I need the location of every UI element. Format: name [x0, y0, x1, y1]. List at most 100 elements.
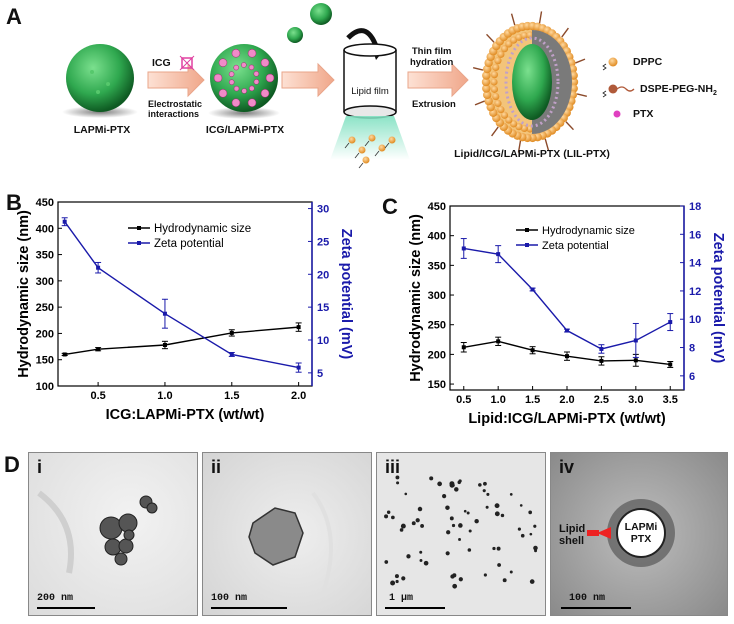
y2-tick-label: 30 [317, 204, 329, 216]
tem-iv-particle [587, 499, 675, 567]
legend-label: Zeta potential [154, 238, 224, 250]
lipid-tail [374, 150, 380, 157]
zeta-point [62, 219, 67, 224]
icg-dot [233, 64, 239, 71]
zeta-point [668, 320, 673, 325]
tem-scale-label-ii: 100 nm [211, 593, 248, 604]
tem-iii-particles [384, 475, 538, 589]
tem-particle [395, 579, 399, 584]
legend-ptx-icon [613, 110, 621, 118]
zeta-point [633, 338, 638, 343]
tem-particle [517, 527, 521, 531]
tem-particle [483, 573, 487, 577]
peg-chain [575, 58, 586, 64]
tem-particle [445, 551, 450, 556]
zeta-point [96, 265, 101, 270]
tem-particle [494, 511, 500, 517]
dppc-bead [494, 57, 502, 65]
y2-tick-label: 20 [317, 269, 329, 281]
dppc-bead [490, 71, 499, 79]
lipid-molecule [358, 146, 366, 154]
zeta-point [162, 311, 167, 316]
tem-particle [390, 580, 396, 586]
dppc-bead [515, 33, 523, 41]
dppc-bead [494, 99, 502, 107]
icg-dot [247, 49, 257, 58]
dppc-bead [505, 116, 513, 124]
tem-particle [519, 504, 523, 507]
tem-particle [449, 481, 455, 487]
tem-particle [437, 481, 442, 487]
zeta-point [229, 352, 234, 357]
legend-label: Hydrodynamic size [542, 225, 635, 237]
icg-dot [241, 62, 247, 68]
dppc-bead [497, 106, 505, 114]
x-axis-label: Lipid:ICG/LAPMi-PTX (wt/wt) [468, 411, 666, 427]
peg-chain [472, 67, 484, 71]
y-tick-label: 250 [428, 320, 446, 332]
lipid-molecule [388, 136, 396, 144]
icg-dot [228, 71, 235, 77]
lipid-molecule [368, 134, 376, 142]
icg-label: ICG [152, 57, 171, 69]
tem-particle [528, 510, 533, 515]
peg-chain [565, 121, 574, 131]
tem-scale-bar-ii [211, 607, 287, 609]
icg-dot [231, 49, 241, 58]
tem-particle [415, 518, 420, 523]
tem-roman-iii: iii [385, 457, 401, 477]
lipid-molecule [348, 136, 356, 144]
y-tick-label: 100 [36, 381, 54, 393]
x-tick-label: 0.5 [90, 390, 105, 402]
tem-particle [454, 487, 459, 492]
peg-chain [544, 138, 550, 151]
legend-label: Zeta potential [542, 240, 609, 252]
size-point [599, 358, 604, 363]
y-tick-label: 200 [428, 349, 446, 361]
dppc-bead [492, 63, 500, 72]
panel-letter-a: A [6, 4, 22, 29]
chart-c: 0.5 1.0 1.5 2.0 2.5 3.0 3.5 150 200 250 300 350 400 4… [408, 201, 726, 427]
y2-tick-label: 5 [317, 368, 323, 380]
y-tick-label: 400 [428, 231, 446, 243]
y2-axis-label: Zeta potential (mV) [338, 229, 354, 360]
tem-scale-bar-i [37, 607, 95, 609]
panel-letter-c: C [382, 194, 398, 219]
icg-dot [253, 79, 260, 85]
peg-chain [576, 93, 588, 97]
tem-particle [442, 494, 447, 499]
legend-marker [137, 241, 141, 245]
legend-marker [137, 226, 141, 230]
tem-particle [384, 514, 389, 519]
tem-scale-label-i: 200 nm [37, 593, 74, 604]
tem-particle [429, 476, 434, 481]
tem-scale-label-iv: 100 nm [569, 593, 606, 604]
lipid-tail [364, 140, 370, 147]
y-axis-label: Hydrodynamic size (nm) [408, 214, 424, 382]
legend-dppc-icon [602, 57, 618, 71]
y2-tick-label: 25 [317, 236, 329, 248]
legend-label: Hydrodynamic size [154, 223, 251, 235]
tem-particle [463, 509, 467, 513]
y2-tick-label: 8 [689, 343, 695, 355]
dppc-bead [520, 124, 528, 133]
legend-ptx-label: PTX [633, 108, 654, 120]
lipid-molecule [362, 156, 370, 164]
peg-chain [517, 140, 522, 153]
thin-film-label: Thin film hydration [410, 46, 454, 68]
tem-particle [451, 523, 456, 528]
icg-dot [247, 98, 257, 107]
icg-lapmi-label: ICG/LAPMi-PTX [205, 124, 285, 136]
size-point [96, 347, 101, 352]
y-tick-label: 300 [36, 276, 54, 288]
icg-dot [248, 64, 255, 71]
x-tick-label: 3.5 [663, 394, 678, 406]
tem-particle [423, 560, 429, 566]
icg-dot [231, 98, 241, 107]
y-tick-label: 250 [36, 302, 54, 314]
y2-tick-label: 16 [689, 229, 701, 241]
tem-scale-label-iii: 1 µm [389, 593, 414, 604]
y-tick-label: 450 [36, 197, 54, 209]
chart-b: 0.5 1.0 1.5 2.0 100 150 200 250 300 350 400 450 5 10 1… [16, 197, 354, 423]
zeta-point [461, 246, 466, 251]
